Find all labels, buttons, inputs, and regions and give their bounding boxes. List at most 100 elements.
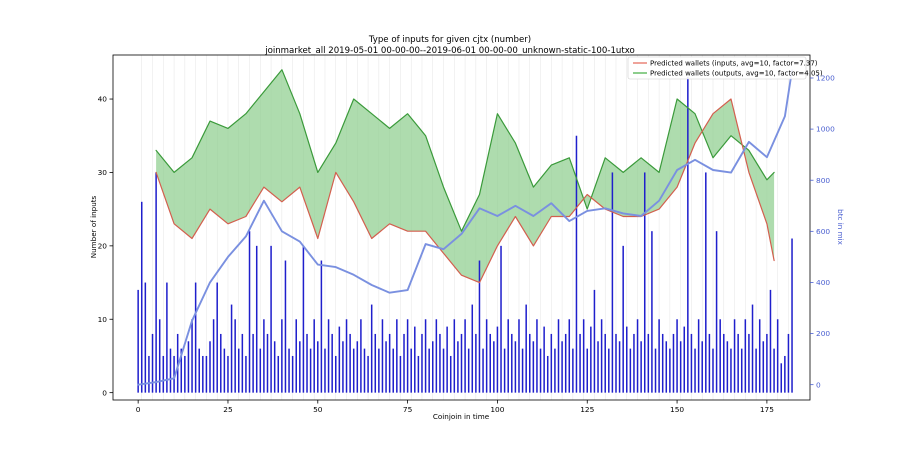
- inputs-wallets-line: [155, 98, 775, 284]
- bar: [791, 238, 793, 393]
- bar: [176, 333, 179, 393]
- x-tick-label: 100: [490, 405, 504, 414]
- bar: [748, 333, 750, 393]
- bar: [306, 333, 308, 393]
- bar: [428, 348, 430, 393]
- bar: [166, 282, 168, 393]
- bar: [464, 319, 466, 393]
- y2-tick-label: 800: [816, 176, 830, 185]
- y-tick-label: 30: [98, 168, 108, 177]
- bar: [284, 260, 287, 393]
- area-fill: [156, 69, 775, 283]
- bar: [755, 348, 757, 393]
- bar: [309, 348, 312, 393]
- bar: [539, 348, 542, 393]
- bar: [302, 245, 305, 393]
- bar: [694, 348, 696, 393]
- bar: [230, 304, 233, 393]
- y2-axis-label: btc in mix: [836, 209, 845, 245]
- bar: [733, 319, 736, 393]
- bar: [295, 319, 297, 393]
- bar: [611, 172, 614, 393]
- bar: [381, 319, 384, 393]
- bar: [784, 355, 786, 393]
- bar: [414, 326, 416, 393]
- bar: [661, 333, 664, 393]
- y-tick-label: 10: [98, 315, 108, 324]
- bar: [360, 319, 362, 393]
- bar: [263, 319, 265, 393]
- bar: [313, 319, 315, 393]
- bar: [194, 282, 197, 393]
- bar: [618, 341, 621, 393]
- bar: [245, 355, 247, 393]
- bar: [582, 319, 585, 393]
- bar: [410, 348, 412, 393]
- bar: [241, 333, 244, 393]
- bar: [629, 348, 632, 393]
- bar: [252, 333, 254, 393]
- bar: [191, 319, 193, 393]
- bar: [615, 333, 617, 393]
- bar: [719, 319, 721, 393]
- bar: [776, 319, 779, 393]
- bar: [424, 319, 427, 393]
- bar: [338, 326, 341, 393]
- bar: [223, 348, 226, 393]
- bar: [399, 355, 402, 393]
- btc-in-mix-line: [137, 69, 793, 386]
- bar: [708, 333, 711, 393]
- bar: [712, 348, 714, 393]
- bar: [511, 333, 513, 393]
- bar: [787, 333, 790, 393]
- bar: [435, 319, 438, 393]
- bar: [155, 172, 157, 393]
- bar: [403, 333, 405, 393]
- bar: [237, 348, 240, 393]
- bar: [378, 348, 380, 393]
- bar: [500, 245, 502, 393]
- bar: [137, 289, 139, 393]
- x-tick-label: 50: [313, 405, 323, 414]
- bar: [723, 333, 725, 393]
- bar: [604, 333, 606, 393]
- y-tick-label: 0: [102, 388, 107, 397]
- y2-tick-label: 0: [816, 380, 821, 389]
- chart-title: Type of inputs for given cjtx (number): [368, 35, 531, 45]
- bar: [406, 319, 409, 393]
- bar: [396, 319, 398, 393]
- bar: [259, 348, 262, 393]
- bar: [173, 355, 175, 393]
- bar: [432, 341, 434, 393]
- x-tick-label: 25: [223, 405, 233, 414]
- bar: [575, 135, 578, 393]
- bar: [561, 341, 563, 393]
- bar: [460, 333, 463, 393]
- bar: [209, 341, 211, 393]
- bar: [291, 355, 294, 393]
- lines: [137, 69, 793, 386]
- bar: [687, 77, 689, 393]
- bar: [758, 319, 761, 393]
- bar: [557, 319, 560, 393]
- bar: [320, 260, 323, 393]
- bar: [169, 348, 172, 393]
- bar: [572, 348, 574, 393]
- bar: [270, 245, 272, 393]
- bar: [234, 319, 236, 393]
- bar: [205, 355, 208, 393]
- bar: [367, 355, 369, 393]
- bar: [385, 341, 387, 393]
- bar: [266, 333, 269, 393]
- bar: [579, 333, 581, 393]
- x-tick-label: 0: [136, 405, 141, 414]
- x-tick-label: 150: [670, 405, 684, 414]
- wallet-gap-area: [156, 69, 775, 283]
- bar: [586, 348, 588, 393]
- bar: [144, 282, 147, 393]
- bar: [352, 348, 355, 393]
- bar: [356, 341, 359, 393]
- bar: [766, 333, 768, 393]
- bar: [227, 355, 229, 393]
- bar: [769, 289, 772, 393]
